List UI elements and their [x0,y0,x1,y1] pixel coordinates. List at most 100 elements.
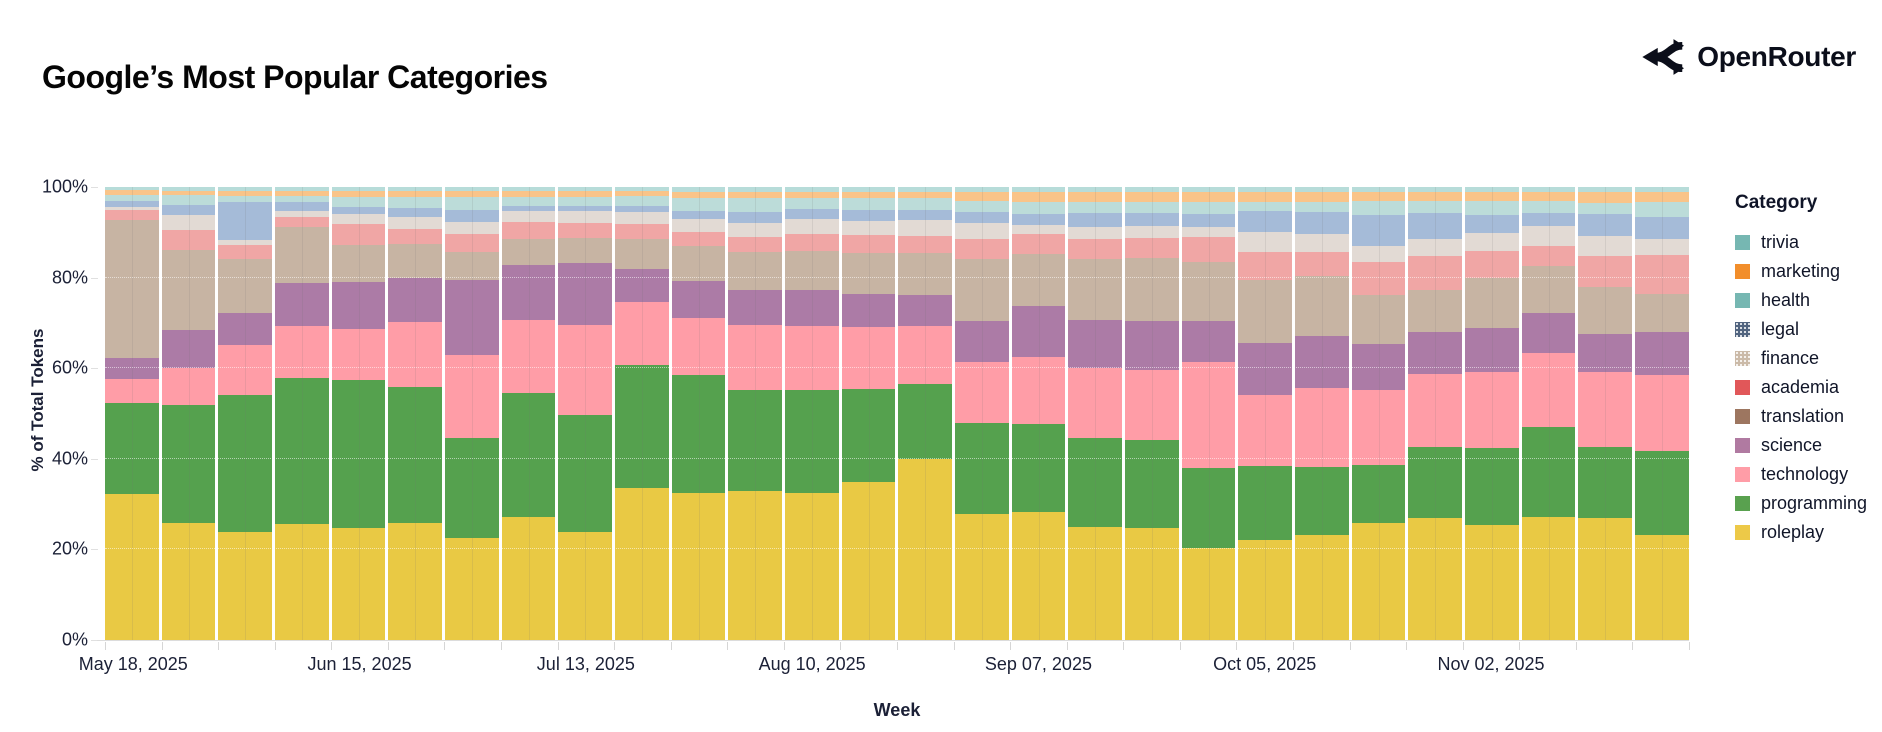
segment-translation [218,258,273,314]
legend-item-legal: legal [1735,315,1880,344]
segment-legal [728,211,783,223]
segment-science [275,283,329,327]
segment-technology [1521,352,1576,428]
bar-week-oct-05-2025 [1238,187,1293,640]
segment-legal [1521,212,1576,227]
legend-swatch-science [1735,438,1750,453]
segment-science [1635,332,1689,375]
segment-academia [1351,261,1406,296]
segment-programming [1125,440,1179,529]
legend-label: roleplay [1761,522,1825,542]
bar-week-jun-15-2025 [331,187,386,640]
bar-week-oct-19-2025 [1351,187,1406,640]
segment-science [671,280,726,318]
segment-programming [841,388,896,482]
segment-health [955,200,1009,212]
segment-technology [558,325,613,415]
segment-health [1351,201,1406,215]
segment-academia [1295,252,1349,276]
segment-academia [1521,246,1576,266]
segment-translation [1011,253,1066,306]
segment-health [1465,201,1519,215]
segment-science [445,280,499,355]
segment-technology [1578,371,1633,447]
segment-technology [105,378,159,404]
bar-week-may-25-2025 [161,187,216,640]
segment-technology [501,320,556,394]
segment-health [841,198,896,210]
segment-technology [1125,369,1179,441]
segment-roleplay [501,516,556,640]
segment-academia [558,223,613,239]
segment-academia [671,231,726,247]
segment-finance [1465,232,1519,252]
segment-science [841,294,896,328]
segment-health [1408,201,1463,213]
legend-swatch-finance [1735,351,1750,366]
x-tick-mark [105,642,106,650]
legend-swatch-academia [1735,380,1750,395]
segment-translation [1181,261,1236,321]
segment-translation [1238,279,1293,344]
segment-health [615,196,669,206]
segment-finance [728,222,783,238]
segment-translation [1295,275,1349,337]
segment-translation [728,252,783,290]
segment-marketing [1181,191,1236,202]
segment-science [1125,321,1179,370]
openrouter-logo: OpenRouter [1642,36,1856,78]
segment-roleplay [161,523,216,640]
legend-label: trivia [1761,232,1800,252]
segment-translation [1521,265,1576,313]
segment-roleplay [728,491,783,640]
segment-technology [785,325,839,391]
x-tick-mark [670,642,672,650]
x-axis-line [97,640,1689,641]
bar-week-jul-20-2025 [615,187,669,640]
bar-week-aug-24-2025 [898,187,953,640]
y-tick-label-80: 80% [51,267,88,288]
x-tick-mark [783,642,785,650]
segment-programming [1578,446,1633,518]
segment-technology [955,362,1009,424]
segment-academia [1068,238,1123,259]
segment-legal [388,208,443,217]
segment-programming [1295,466,1349,536]
segment-translation [275,226,329,284]
segment-health [558,196,613,206]
legend-label: programming [1761,493,1868,513]
segment-technology [728,324,783,390]
segment-academia [501,221,556,240]
segment-science [1408,332,1463,374]
bar-week-aug-03-2025 [728,187,783,640]
segment-programming [1465,448,1519,525]
segment-marketing [1408,191,1463,202]
segment-legal [331,206,386,214]
x-tick-mark [1575,642,1577,650]
bar-week-jul-27-2025 [671,187,726,640]
segment-health [445,196,499,211]
segment-science [331,282,386,329]
segment-health [331,196,386,207]
segment-academia [1578,255,1633,288]
y-tick-mark [91,458,98,460]
legend-swatch-programming [1735,496,1750,511]
x-tick-mark [501,642,502,650]
segment-finance [445,221,499,234]
legend-label: translation [1761,406,1845,426]
bar-week-may-18-2025 [105,187,159,640]
segment-translation [445,251,499,281]
x-tick-mark [840,642,842,650]
segment-roleplay [1068,526,1123,640]
segment-legal [1125,212,1179,227]
x-tick-mark [1689,642,1690,650]
segment-translation [671,246,726,281]
segment-translation [105,219,159,359]
x-tick-mark [1123,642,1125,650]
segment-legal [1011,213,1066,226]
segment-science [105,358,159,379]
x-tick-mark [1293,642,1294,650]
y-tick-mark [91,549,98,551]
bar-week-aug-10-2025 [785,187,839,640]
segment-technology [218,345,273,395]
